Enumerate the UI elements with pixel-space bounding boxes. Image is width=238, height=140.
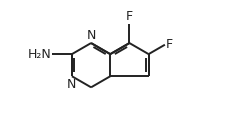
Text: N: N bbox=[86, 29, 96, 42]
Text: F: F bbox=[126, 10, 133, 23]
Text: F: F bbox=[166, 38, 173, 51]
Text: H₂N: H₂N bbox=[27, 48, 51, 61]
Text: N: N bbox=[66, 78, 76, 91]
